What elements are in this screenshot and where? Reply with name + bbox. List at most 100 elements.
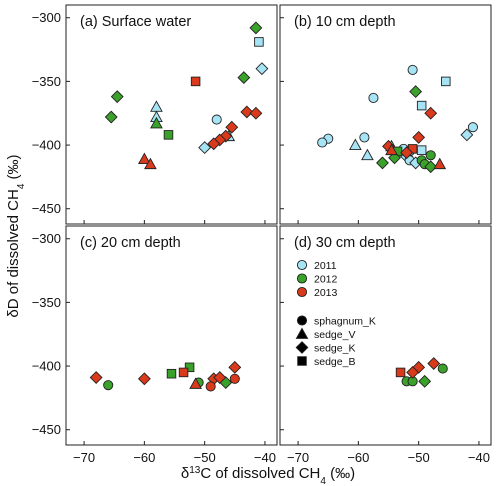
point-2013-triangle	[138, 152, 151, 164]
point-2011-diamond	[198, 141, 212, 155]
point-2013-circle	[229, 373, 240, 384]
point-2013-diamond	[207, 137, 221, 151]
point-2012-diamond	[110, 90, 124, 104]
point-2013-diamond	[249, 106, 263, 120]
point-2013-diamond	[400, 146, 414, 160]
x-tick-label: −40	[468, 450, 490, 465]
legend-label-sedge_V: sedge_V	[314, 329, 355, 341]
point-2012-square	[166, 368, 177, 379]
point-2011-triangle	[361, 148, 374, 161]
panel-frame	[279, 4, 492, 225]
point-2012-triangle	[150, 116, 163, 129]
point-2011-circle	[407, 64, 418, 75]
y-tick-label: −450	[32, 201, 61, 216]
panel-a-points	[104, 21, 269, 170]
point-2012-diamond	[418, 374, 432, 388]
point-2013-diamond	[213, 371, 227, 384]
point-2013-diamond	[412, 130, 426, 144]
point-2011-diamond	[255, 62, 269, 76]
legend-swatch-2012	[296, 273, 308, 284]
point-2011-circle	[368, 92, 379, 103]
legend-label-sphagnum_K: sphagnum_K	[314, 316, 376, 328]
point-2012-square	[184, 362, 195, 373]
point-2013-circle	[205, 381, 216, 392]
point-2012-diamond	[237, 71, 251, 85]
legend-swatch-sedge_K	[295, 341, 309, 354]
point-2011-circle	[211, 114, 222, 125]
y-axis-title: δD of dissolved CH4 (‰)	[5, 154, 27, 317]
point-2011-circle	[467, 122, 478, 133]
point-2012-circle	[103, 380, 114, 391]
point-2013-square	[190, 76, 201, 87]
point-2012-diamond	[409, 85, 423, 99]
point-2011-square	[416, 145, 427, 155]
point-2012-diamond	[104, 110, 118, 124]
legend-swatch-sedge_B	[297, 356, 307, 366]
x-tick-label: −70	[73, 450, 95, 465]
point-2013-triangle	[433, 157, 447, 170]
panel-title: (c) 20 cm depth	[80, 235, 181, 251]
point-2013-triangle	[189, 377, 202, 389]
x-axis-title: δ13C of dissolved CH4 (‰)	[181, 465, 355, 486]
panel-title: (d) 30 cm depth	[294, 235, 396, 251]
panel-a: (a) Surface water −450 −400 −350 −300	[32, 4, 278, 225]
point-2013-diamond	[424, 106, 438, 120]
y-tick-label: −300	[32, 231, 61, 246]
point-2011-square	[441, 76, 451, 87]
point-2013-diamond	[406, 365, 420, 379]
point-2012-circle	[437, 363, 448, 374]
point-2011-square	[254, 37, 264, 47]
point-2013-square	[395, 367, 406, 378]
point-2011-circle	[317, 137, 328, 148]
point-2013-diamond	[137, 372, 151, 386]
x-tick-label: −40	[254, 450, 276, 465]
y-tick-label: −400	[32, 138, 61, 153]
y-tick-label: −450	[32, 422, 61, 437]
legend-label-sedge_B: sedge_B	[314, 356, 355, 368]
point-2011-square	[416, 100, 427, 111]
point-2013-diamond	[225, 120, 239, 134]
point-2013-diamond	[427, 357, 441, 370]
point-2013-diamond	[89, 371, 103, 384]
panel-title: (b) 10 cm depth	[294, 14, 396, 30]
x-tick-label: −60	[347, 450, 369, 465]
point-2013-diamond	[228, 360, 242, 374]
panel-frame	[65, 225, 278, 446]
point-2013-triangle	[385, 143, 398, 156]
point-2013-diamond	[240, 105, 254, 119]
x-tick-label: −50	[194, 450, 216, 465]
legend-swatch-sedge_V	[295, 327, 309, 339]
point-2013-square	[178, 367, 189, 378]
legend-label-2013: 2013	[314, 287, 338, 299]
legend-label-2012: 2012	[314, 274, 338, 286]
point-2011-diamond	[460, 128, 474, 142]
legend-label-sedge_K: sedge_K	[314, 343, 355, 355]
panel-frame	[65, 4, 278, 225]
x-tick-label: −70	[287, 450, 309, 465]
panel-c: (c) 20 cm depth −450 −400 −350 −300 −70 −60 −50…	[32, 225, 278, 465]
point-2012-diamond	[424, 160, 438, 174]
point-2013-diamond	[412, 360, 426, 374]
panel-c-points	[89, 360, 242, 392]
panel-b: (b) 10 cm depth	[279, 4, 492, 225]
panel-b-points	[317, 64, 478, 174]
axis-titles: δ13C of dissolved CH4 (‰) δD of dissolve…	[5, 154, 355, 486]
panel-d-points	[395, 357, 448, 388]
panel-title: (a) Surface water	[80, 14, 191, 30]
y-tick-label: −350	[32, 295, 61, 310]
point-2012-circle	[425, 150, 436, 161]
point-2012-diamond	[388, 151, 401, 165]
point-2013-triangle	[144, 157, 157, 170]
point-2011-triangle	[150, 100, 163, 112]
legend-label-2011: 2011	[314, 260, 337, 272]
y-tick-label: −300	[32, 10, 61, 25]
point-2012-diamond	[249, 21, 263, 35]
legend-swatch-2013	[296, 286, 308, 298]
legend-swatch-sphagnum_K	[296, 315, 308, 326]
panel-frame	[279, 225, 492, 446]
x-tick-label: −50	[408, 450, 430, 465]
point-2012-diamond	[376, 156, 389, 170]
point-2011-triangle	[348, 138, 362, 150]
y-tick-label: −400	[32, 359, 61, 374]
